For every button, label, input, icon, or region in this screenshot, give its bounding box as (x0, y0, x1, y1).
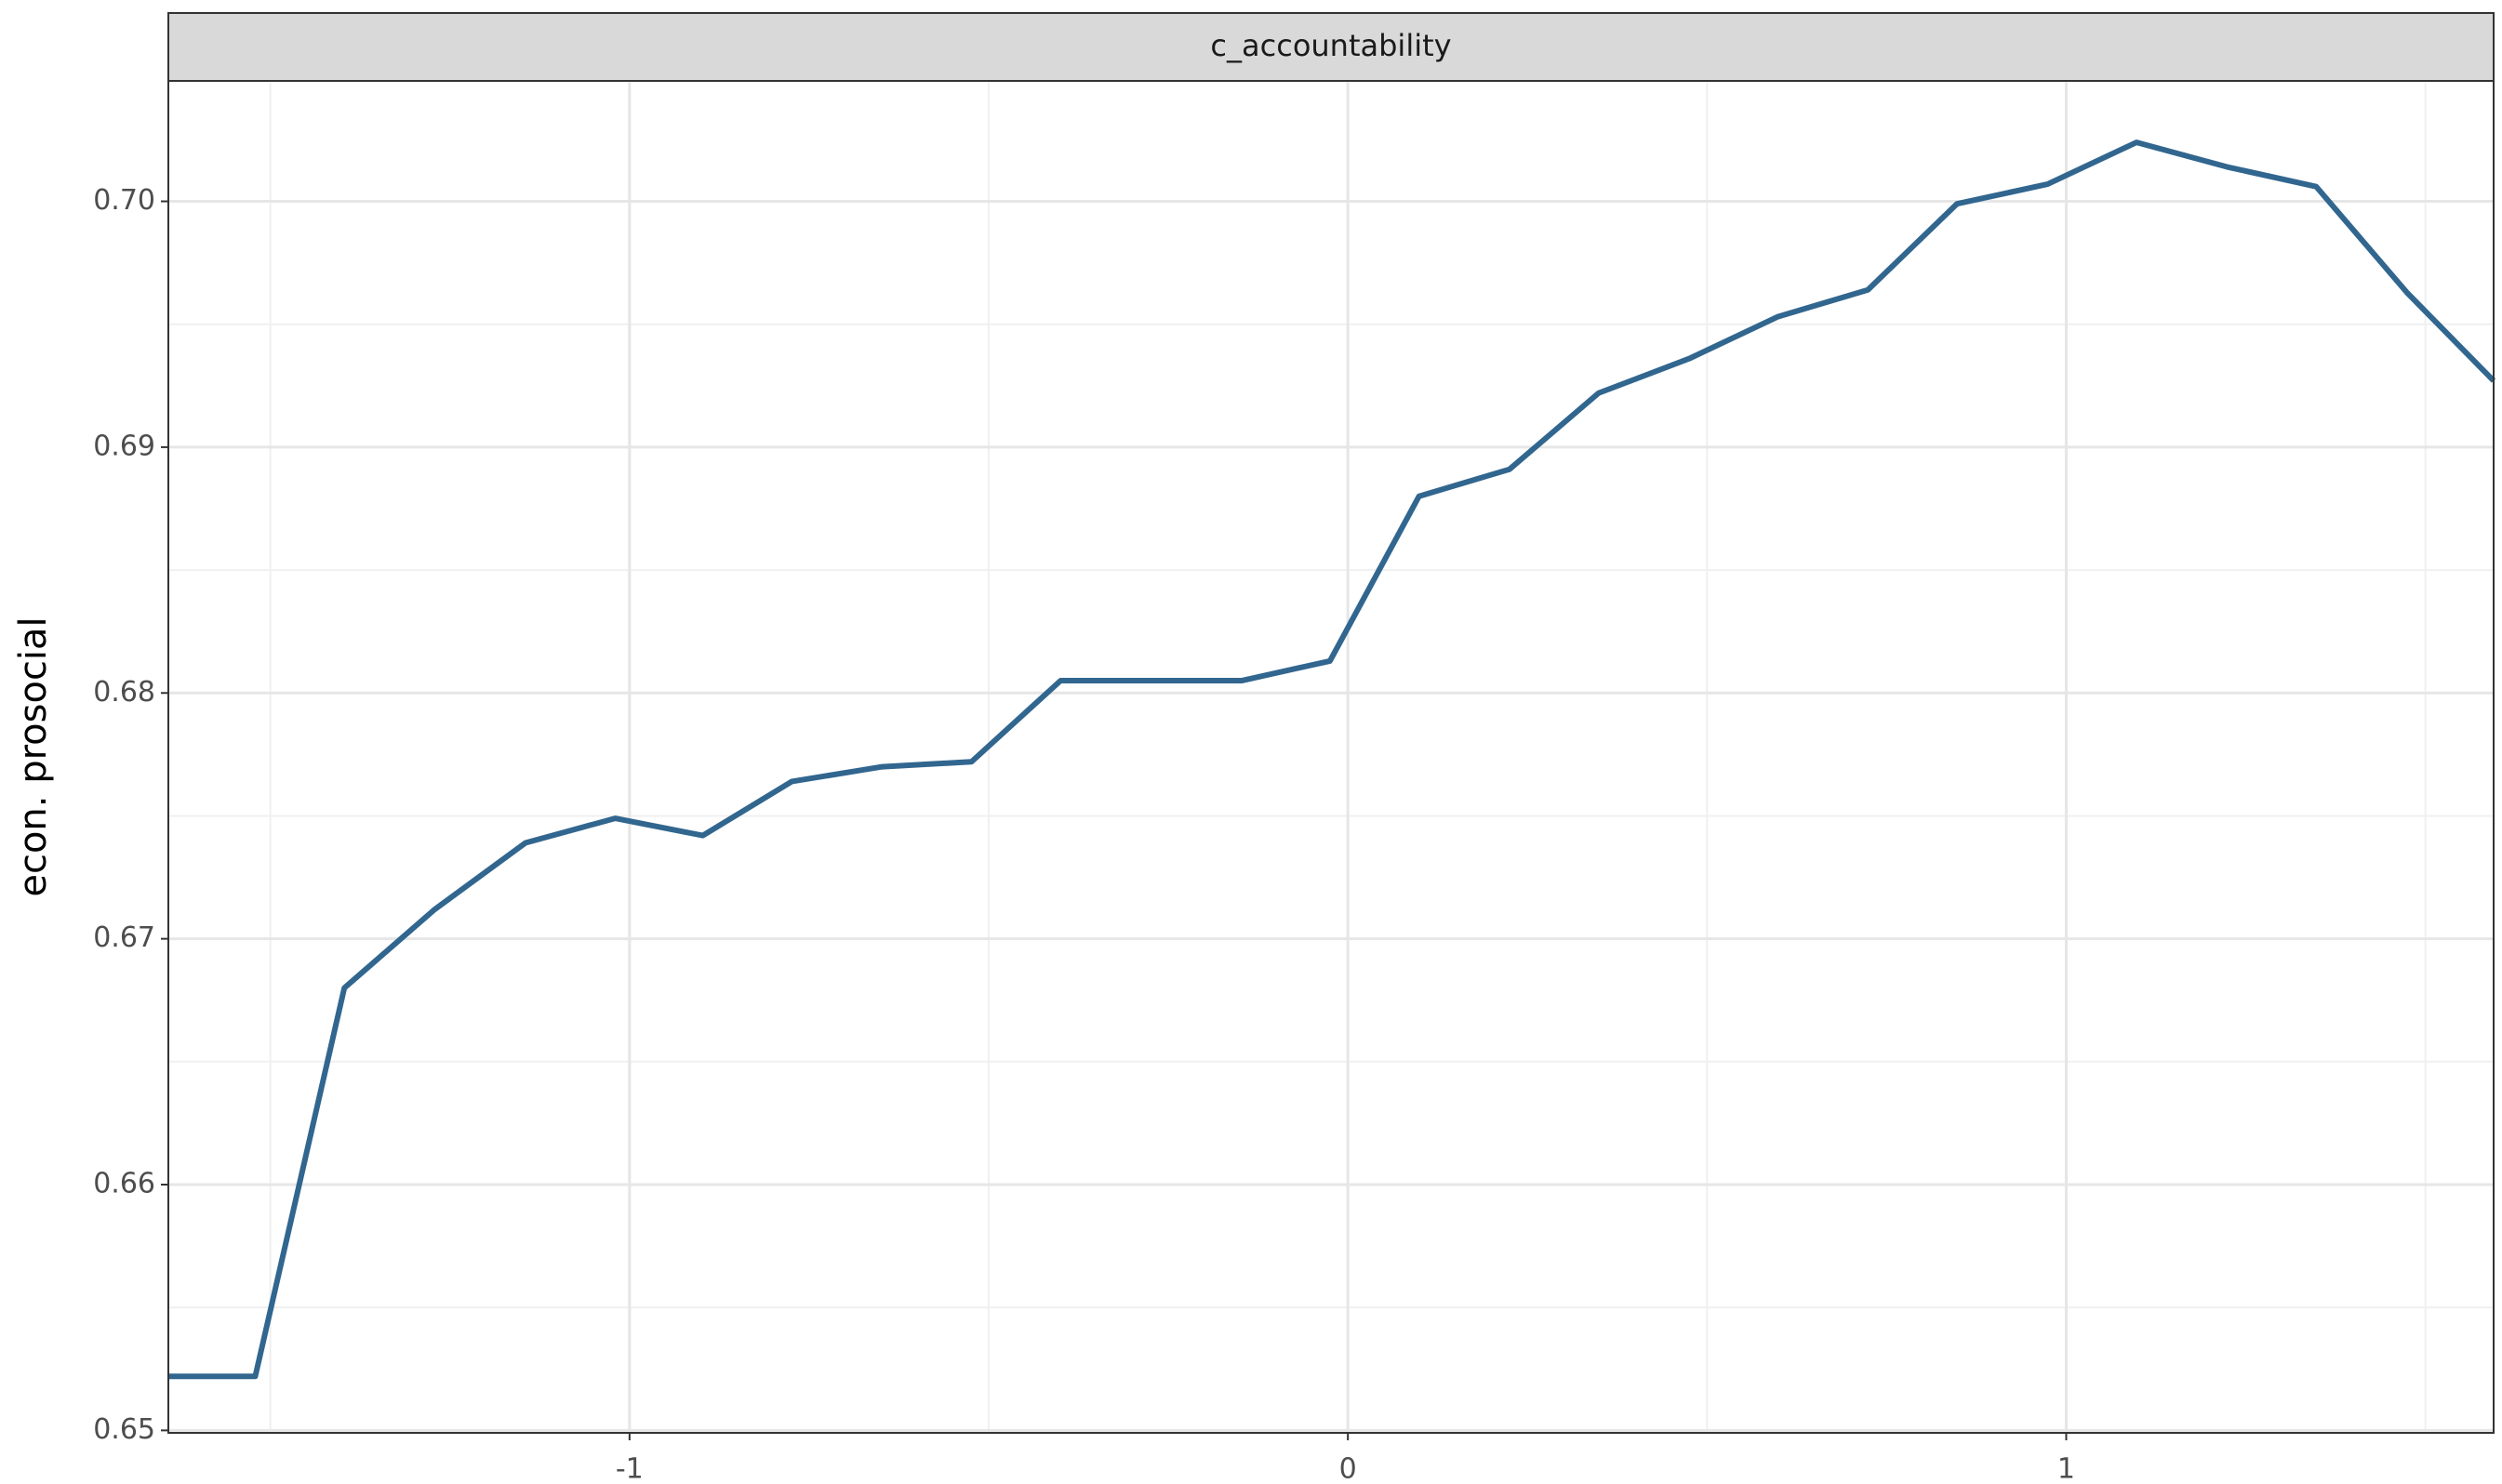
panel-border (167, 80, 2495, 1434)
y-tick-label: 0.65 (93, 1413, 155, 1446)
line (168, 139, 2496, 1380)
x-tick-label: -1 (616, 1453, 644, 1484)
y-axis-label: econ. prosocial (12, 616, 55, 896)
y-tick-label: 0.70 (93, 184, 155, 217)
y-tick-label: 0.67 (93, 921, 155, 954)
x-tick-label: 1 (2057, 1453, 2075, 1484)
y-tick-label: 0.66 (93, 1167, 155, 1199)
strip-title: c_accountability (1210, 28, 1451, 63)
x-tick-label: 0 (1339, 1453, 1357, 1484)
y-tick-label: 0.68 (93, 676, 155, 709)
strip (167, 12, 2495, 82)
y-tick-label: 0.69 (93, 430, 155, 462)
